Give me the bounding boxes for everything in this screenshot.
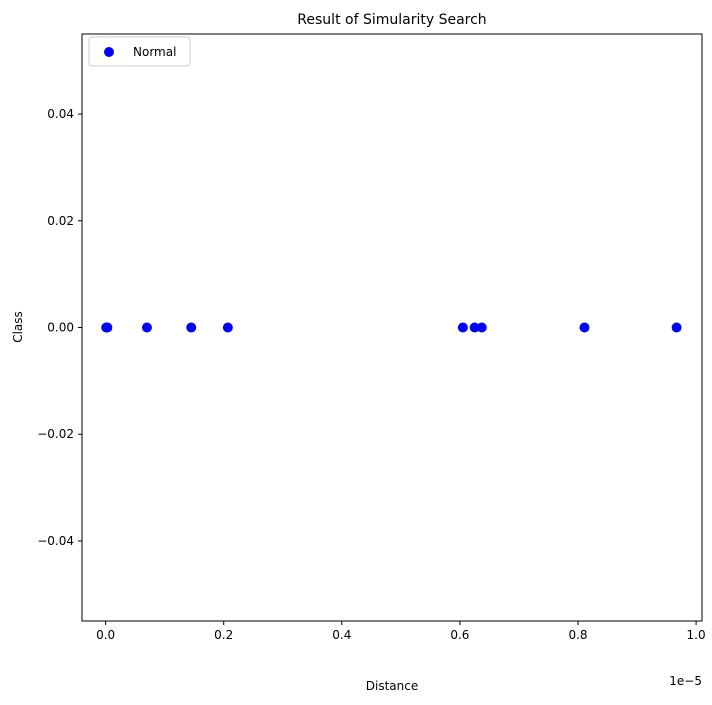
data-point	[469, 322, 480, 333]
data-point	[222, 322, 233, 333]
data-point	[457, 322, 468, 333]
data-point	[476, 322, 487, 333]
legend-marker-normal	[104, 47, 114, 57]
legend-label-normal: Normal	[133, 45, 176, 59]
x-tick-label: 0.6	[450, 628, 469, 642]
data-points	[101, 322, 682, 333]
data-point	[141, 322, 152, 333]
y-tick-label: 0.02	[47, 214, 74, 228]
x-tick-label: 0.8	[568, 628, 587, 642]
data-point	[671, 322, 682, 333]
y-tick-label: 0.04	[47, 107, 74, 121]
x-axis-ticks: 0.0 0.2 0.4 0.6 0.8 1.0	[96, 621, 706, 642]
y-tick-label: 0.00	[47, 321, 74, 335]
x-tick-label: 0.2	[214, 628, 233, 642]
legend: Normal	[88, 36, 191, 67]
x-tick-label: 0.0	[96, 628, 115, 642]
x-tick-label: 1.0	[687, 628, 706, 642]
y-tick-label: −0.02	[37, 427, 74, 441]
data-point	[186, 322, 197, 333]
chart-title: Result of Simularity Search	[297, 12, 486, 28]
data-point	[579, 322, 590, 333]
legend-box	[88, 36, 191, 67]
x-tick-label: 0.4	[332, 628, 351, 642]
plot-area-frame	[81, 33, 703, 622]
x-offset-label: 1e−5	[669, 674, 702, 688]
y-axis-label: Class	[11, 311, 25, 343]
y-tick-label: −0.04	[37, 534, 74, 548]
x-axis-label: Distance	[366, 679, 418, 693]
data-point	[102, 322, 113, 333]
y-axis-ticks: −0.04 −0.02 0.00 0.02 0.04	[37, 107, 82, 548]
